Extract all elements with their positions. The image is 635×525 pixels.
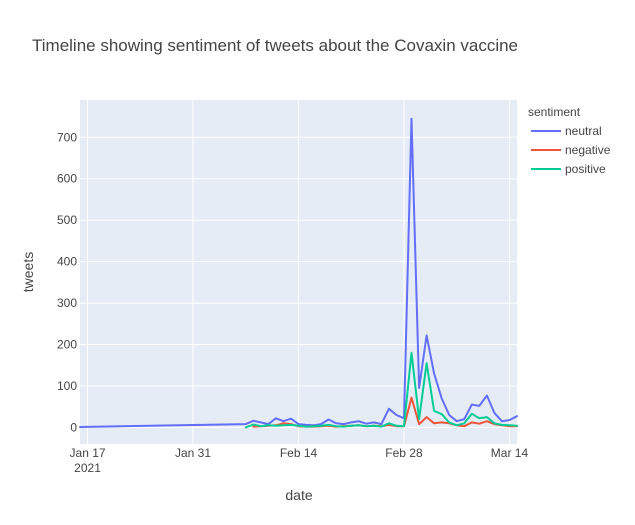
- x-axis-title: date: [285, 487, 312, 503]
- y-tick-label: 700: [57, 130, 77, 144]
- legend-item-positive[interactable]: positive: [531, 162, 606, 176]
- y-tick-label: 0: [70, 420, 77, 434]
- y-tick-label: 100: [57, 379, 77, 393]
- legend-label-neutral: neutral: [565, 124, 602, 138]
- legend-label-negative: negative: [565, 143, 611, 157]
- x-tick-label: Feb 28: [385, 446, 423, 460]
- y-tick-label: 600: [57, 172, 77, 186]
- series-lines: [79, 117, 518, 429]
- gridlines: [80, 100, 517, 444]
- legend-item-neutral[interactable]: neutral: [531, 124, 602, 138]
- x-tick-label: Feb 14: [280, 446, 318, 460]
- legend-item-negative[interactable]: negative: [531, 143, 611, 157]
- legend-label-positive: positive: [565, 162, 606, 176]
- legend-title: sentiment: [528, 105, 581, 119]
- y-tick-label: 200: [57, 338, 77, 352]
- y-tick-label: 400: [57, 255, 77, 269]
- x-tick-label: Jan 31: [175, 446, 211, 460]
- x-tick-label: Jan 17: [70, 446, 106, 460]
- y-axis-title: tweets: [20, 252, 36, 292]
- y-tick-label: 500: [57, 213, 77, 227]
- series-line-neutral: [79, 117, 518, 428]
- legend[interactable]: sentiment neutral negative positive: [528, 105, 611, 176]
- y-axis-ticks: 0 100 200 300 400 500 600 700: [57, 130, 77, 434]
- y-tick-label: 300: [57, 296, 77, 310]
- x-tick-label: Mar 14: [491, 446, 529, 460]
- x-tick-sublabel: 2021: [74, 461, 101, 475]
- chart-title: Timeline showing sentiment of tweets abo…: [32, 36, 518, 55]
- series-line-positive: [244, 351, 518, 429]
